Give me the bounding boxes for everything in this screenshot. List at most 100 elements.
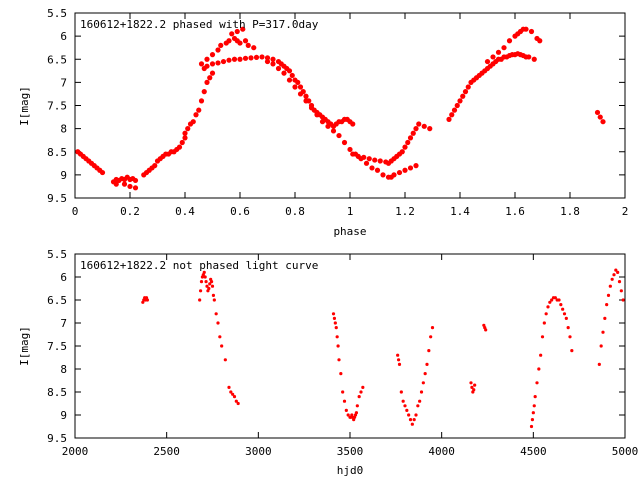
data-point [289,72,295,79]
data-point [473,383,477,387]
data-point [407,135,414,141]
data-point [208,282,212,286]
data-point [218,335,222,339]
phased-panel: 5.5 6 6.5 7 7.5 8 8.5 9 9.5 0 0.2 0.4 0.6 0.8 1 1.2 1.4… [18,7,628,238]
data-point [396,358,401,362]
data-point [314,112,320,118]
data-point [297,84,304,90]
data-point [413,126,419,132]
data-point [366,156,372,162]
x-tick-label: 4500 [520,445,547,458]
data-point [537,38,543,44]
data-point [237,40,243,46]
x-tick-label: 2 [622,205,629,218]
data-point [220,344,224,348]
x-tick-label: 1.6 [505,205,525,218]
data-point [544,312,548,316]
data-point [470,385,474,389]
data-point [215,47,221,53]
data-point [472,388,476,392]
data-point [190,119,196,125]
data-point [619,289,623,293]
data-point [193,112,199,118]
data-point [423,372,427,376]
data-point [429,335,433,339]
data-point [182,130,188,136]
data-point [402,167,408,173]
top-y-ticks: 5.5 6 6.5 7 7.5 8 8.5 9 9.5 [47,7,625,205]
bottom-x-ticks: 2000 2500 3000 3500 4000 4500 5000 [62,254,638,458]
data-point [336,344,340,348]
x-tick-label: 0 [72,205,79,218]
data-point [145,298,150,302]
data-point [377,158,383,164]
data-point [229,31,235,37]
data-point [198,61,205,67]
data-point [218,42,224,48]
data-point [209,61,216,67]
data-point [350,121,356,127]
data-point [99,169,106,176]
data-point [226,38,232,44]
data-point [601,330,605,334]
x-tick-label: 2000 [62,445,89,458]
data-point [523,26,529,32]
top-chart-title: 160612+1822.2 phased with P=317.0day [80,18,319,31]
y-tick-label: 8 [60,123,67,136]
data-point [449,112,455,118]
data-point [179,139,185,146]
data-point [214,312,218,316]
x-tick-label: 0.4 [175,205,195,218]
data-point [127,183,133,190]
x-tick-label: 1.2 [395,205,415,218]
data-point [202,270,206,274]
data-point [531,56,537,62]
data-point [610,277,614,281]
data-point [562,312,567,316]
data-point [234,399,238,403]
data-point [201,89,207,95]
top-x-axis-label: phase [333,225,366,238]
y-tick-label: 9.5 [47,192,67,205]
data-point [357,395,361,399]
data-point [531,411,535,415]
data-point [236,401,240,406]
data-point [614,268,618,272]
data-point [484,58,491,65]
data-point [548,300,552,304]
data-point [132,185,139,191]
y-tick-label: 7.5 [47,100,67,113]
data-point [264,55,271,61]
data-point [341,139,348,146]
data-point [209,70,216,76]
data-point [399,149,405,155]
data-point [346,413,350,417]
data-point [227,385,231,389]
data-point [242,55,249,61]
data-point [231,56,238,62]
data-point [232,395,237,399]
data-point [535,381,539,385]
data-point [226,57,232,63]
data-point [416,404,420,408]
data-point [198,98,205,104]
data-point [270,61,276,67]
data-point [506,38,513,44]
data-point [425,362,429,366]
data-point [469,381,473,385]
data-point [462,89,469,95]
data-point [606,293,611,297]
data-point [182,135,188,141]
unphased-panel: 5.5 6 6.5 7 7.5 8 8.5 9 9.5 2000 2500 3000 3500 4000… [18,248,638,477]
data-point [335,335,339,339]
data-point [196,107,202,113]
data-point [457,98,463,104]
data-point [295,79,301,85]
data-point [407,413,411,417]
data-point [209,280,214,284]
data-point [529,424,534,429]
top-y-axis-label: I[mag] [18,86,31,126]
data-point [361,154,367,160]
data-point [501,45,507,51]
data-point [199,280,204,284]
